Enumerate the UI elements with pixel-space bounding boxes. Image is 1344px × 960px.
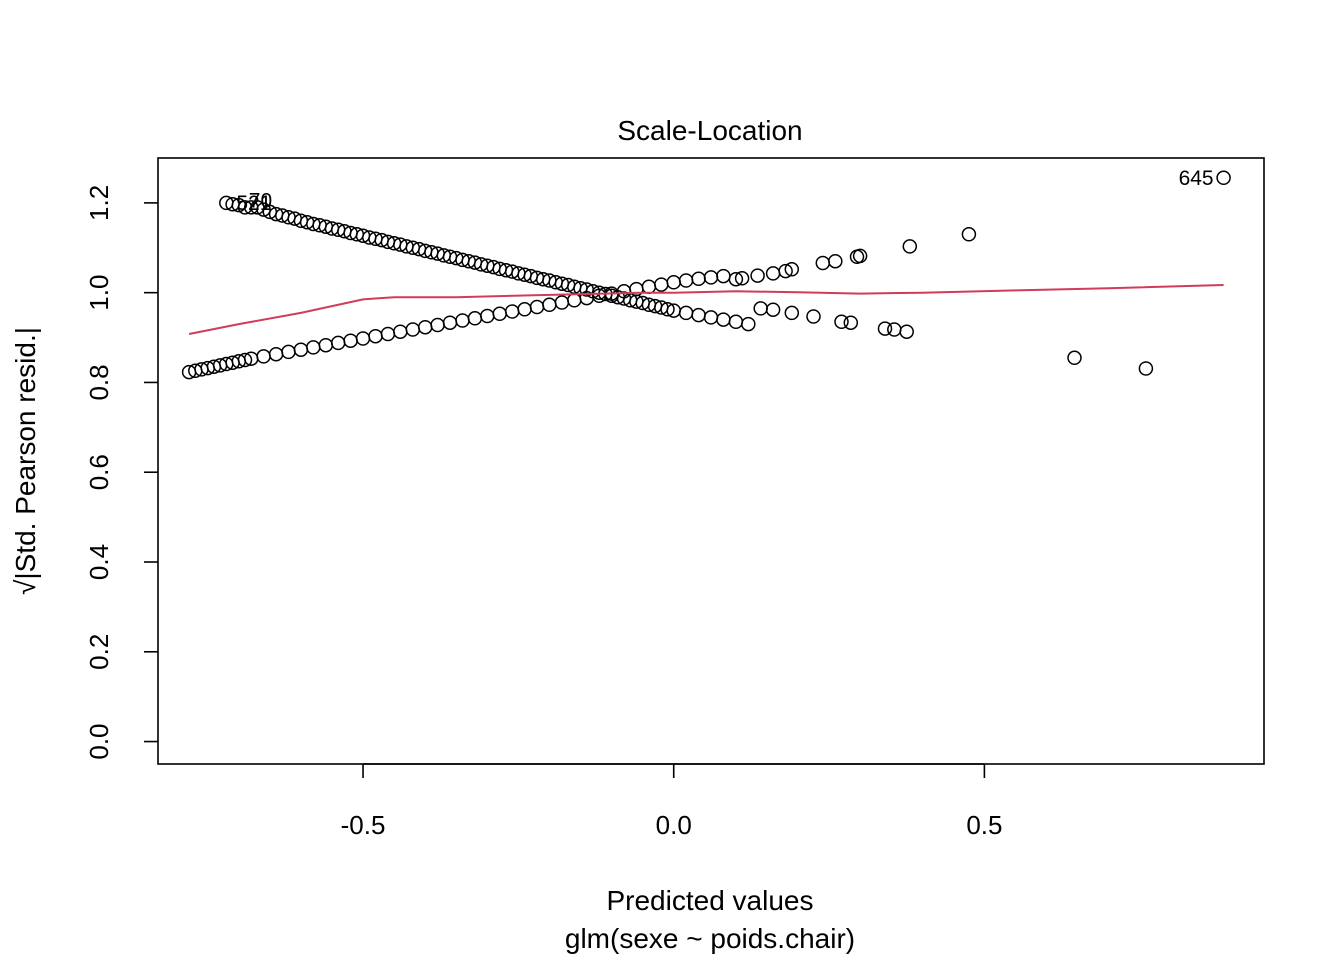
outlier-label: 521 — [236, 192, 271, 215]
data-point — [660, 302, 675, 317]
data-point — [784, 262, 800, 277]
data-point — [1216, 170, 1231, 186]
smoother-path — [188, 284, 1224, 335]
data-point — [877, 321, 893, 336]
data-point — [765, 302, 781, 317]
data-point — [734, 271, 750, 286]
outlier-label: 645 — [1179, 167, 1214, 190]
y-tick-label: 0.2 — [84, 634, 114, 670]
data-point — [750, 268, 765, 283]
data-points — [181, 170, 1231, 380]
y-tick-label: 0.0 — [84, 723, 114, 759]
x-tick-label: 0.5 — [966, 810, 1002, 840]
data-point — [902, 239, 918, 254]
y-tick-label: 0.6 — [84, 454, 114, 490]
axes: -0.5 0.0 0.5 0.0 0.2 0.4 0.6 0.8 1.0 1.2 — [84, 185, 1002, 840]
chart-subtitle: glm(sexe ~ poids.chair) — [565, 923, 855, 954]
x-tick-label: -0.5 — [341, 810, 386, 840]
data-point — [1138, 361, 1154, 376]
data-point — [237, 352, 253, 368]
y-tick-label: 1.2 — [84, 185, 114, 221]
data-point — [778, 263, 793, 279]
outlier-label: 70 — [249, 190, 272, 213]
data-point — [828, 253, 843, 269]
y-axis-label: √|Std. Pearson resid.| — [10, 327, 41, 595]
data-point — [256, 202, 271, 217]
y-tick-label: 1.0 — [84, 275, 114, 311]
x-tick-label: 0.0 — [656, 810, 692, 840]
data-point — [806, 309, 821, 324]
data-point — [961, 227, 977, 242]
data-point — [834, 314, 849, 330]
y-tick-label: 0.4 — [84, 544, 114, 580]
data-point — [741, 316, 756, 332]
data-point — [1067, 350, 1082, 366]
x-axis-label: Predicted values — [606, 885, 813, 916]
data-point — [899, 324, 914, 339]
data-point — [784, 305, 800, 321]
data-point — [852, 248, 868, 264]
data-point — [250, 200, 265, 215]
y-tick-label: 0.8 — [84, 364, 114, 400]
data-point — [728, 271, 744, 287]
smoother-line — [188, 284, 1224, 335]
chart-title: Scale-Location — [617, 115, 802, 146]
data-point — [843, 315, 859, 330]
